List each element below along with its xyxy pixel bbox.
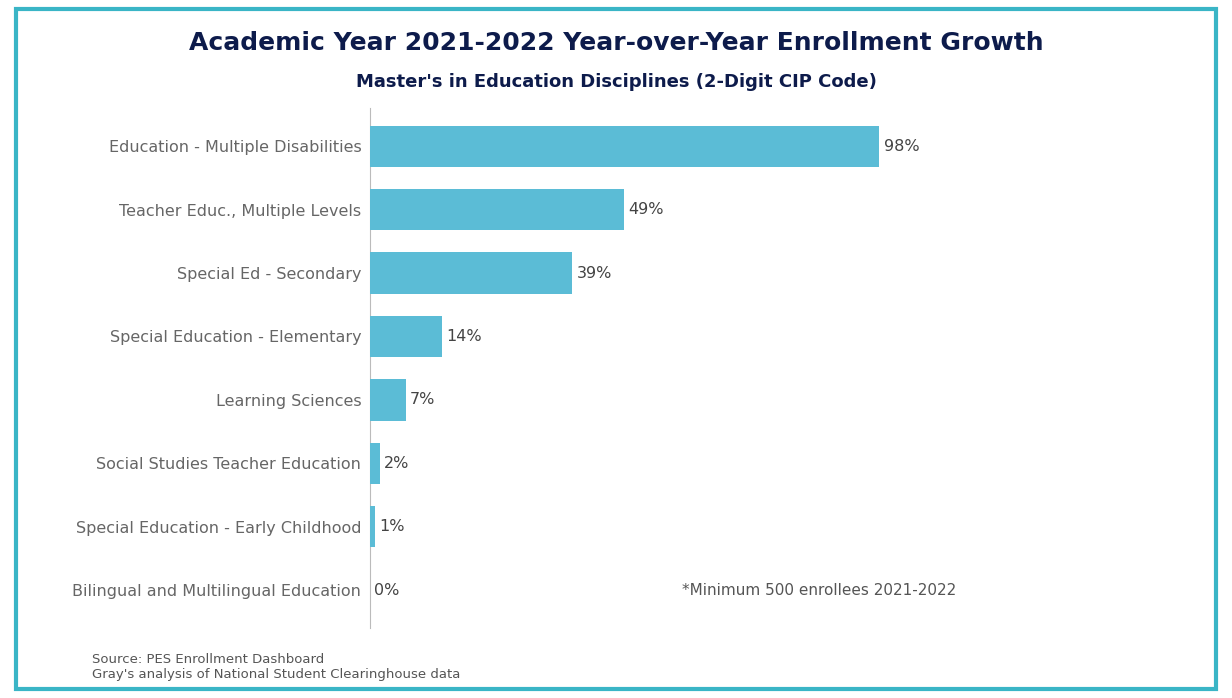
Bar [370, 506, 375, 547]
Text: Master's in Education Disciplines (2-Digit CIP Code): Master's in Education Disciplines (2-Dig… [356, 73, 876, 91]
Text: 98%: 98% [883, 139, 919, 154]
Bar [370, 379, 407, 420]
Text: 1%: 1% [379, 519, 404, 534]
Text: Academic Year 2021-2022 Year-over-Year Enrollment Growth: Academic Year 2021-2022 Year-over-Year E… [188, 31, 1044, 55]
Text: Source: PES Enrollment Dashboard
Gray's analysis of National Student Clearinghou: Source: PES Enrollment Dashboard Gray's … [92, 653, 461, 681]
Text: 49%: 49% [628, 202, 664, 217]
Text: 39%: 39% [577, 265, 612, 281]
Text: *Minimum 500 enrollees 2021-2022: *Minimum 500 enrollees 2021-2022 [681, 583, 956, 597]
Bar [370, 316, 442, 357]
Bar [370, 253, 573, 294]
Text: 2%: 2% [384, 456, 409, 471]
Text: 0%: 0% [373, 583, 399, 597]
Text: 14%: 14% [446, 329, 482, 344]
Text: 7%: 7% [410, 392, 436, 408]
Bar [370, 443, 379, 484]
Bar [370, 126, 880, 167]
Bar [370, 189, 625, 230]
